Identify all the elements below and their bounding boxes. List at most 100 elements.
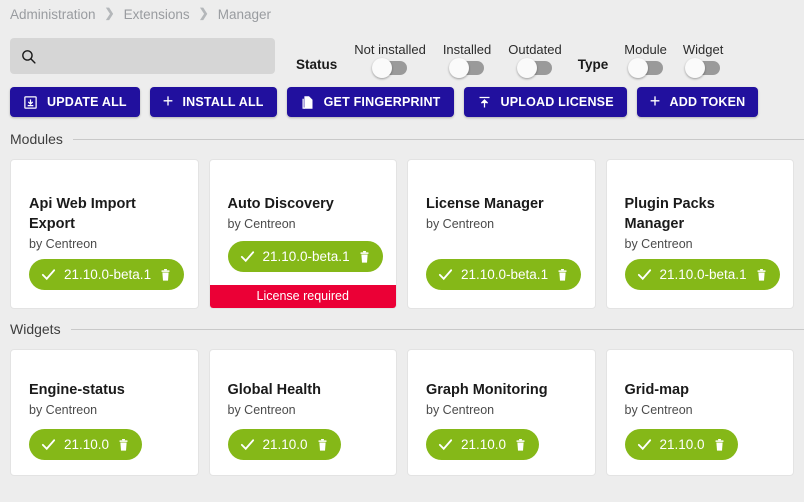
card-title: Api Web Import Export [29,196,136,232]
extension-card-api-web-import-export[interactable]: Api Web Import Export by Centreon 21.10.… [10,159,199,309]
divider [72,138,804,140]
filter-bar: Status Not installed Installed Outdated … [0,28,804,78]
trash-icon[interactable] [315,437,330,453]
breadcrumb-item-manager[interactable]: Manager [217,6,272,22]
filter-toggle-installed[interactable]: Installed [443,43,491,78]
filter-toggle-module-label: Module [624,42,667,57]
type-filter-label: Type [577,57,609,72]
card-title: Graph Monitoring [426,382,548,398]
filter-toggle-module[interactable]: Module [624,43,667,78]
search-field[interactable] [10,38,275,74]
filter-toggle-not-installed[interactable]: Not installed [354,43,426,78]
toggle-switch-installed[interactable] [449,58,485,78]
section-widgets-header: Widgets [0,317,804,341]
trash-icon[interactable] [712,437,727,453]
toggle-switch-module[interactable] [627,58,663,78]
upload-icon [477,95,492,110]
installed-version-pill[interactable]: 21.10.0 [29,429,143,460]
installed-version-pill[interactable]: 21.10.0 [227,429,341,460]
check-icon [636,436,653,453]
check-icon [239,248,256,265]
get-fingerprint-button[interactable]: GET FINGERPRINT [286,87,454,117]
license-required-banner: License required [209,284,396,308]
extension-card-global-health[interactable]: Global Health by Centreon 21.10.0 [208,349,397,476]
upload-license-button[interactable]: UPLOAD LICENSE [463,87,627,117]
filter-toggle-widget[interactable]: Widget [683,43,723,78]
check-icon [40,266,57,283]
search-input[interactable] [45,47,265,65]
update-all-button[interactable]: UPDATE ALL [10,87,140,117]
trash-icon[interactable] [555,267,570,283]
check-icon [437,436,454,453]
trash-icon[interactable] [116,437,131,453]
toggle-switch-widget[interactable] [685,58,721,78]
add-token-button-label: ADD TOKEN [669,95,746,109]
check-icon [636,266,653,283]
toggle-knob [449,58,470,78]
upload-license-button-label: UPLOAD LICENSE [500,95,614,109]
trash-icon[interactable] [513,437,528,453]
update-all-button-label: UPDATE ALL [47,95,127,109]
extension-card-license-manager[interactable]: License Manager by Centreon 21.10.0-beta… [407,159,596,309]
extension-card-grid-map[interactable]: Grid-map by Centreon 21.10.0 [605,349,794,476]
version-label: 21.10.0-beta.1 [461,266,549,282]
section-modules-title: Modules [10,131,63,147]
installed-version-pill[interactable]: 21.10.0-beta.1 [227,241,383,272]
card-author: by Centreon [624,237,693,251]
extension-card-plugin-packs-manager[interactable]: Plugin Packs Manager by Centreon 21.10.0… [605,159,794,309]
toggle-knob [372,58,393,78]
card-author: by Centreon [29,237,98,251]
check-icon [40,436,57,453]
install-all-button[interactable]: + INSTALL ALL [149,87,277,117]
action-button-bar: UPDATE ALL + INSTALL ALL GET FINGERPRINT… [0,78,804,127]
version-label: 21.10.0-beta.1 [262,248,350,264]
installed-version-pill[interactable]: 21.10.0 [426,429,540,460]
chevron-right-icon: ❯ [198,6,209,20]
card-author: by Centreon [29,403,98,417]
trash-icon[interactable] [158,267,173,283]
filter-toggle-outdated-label: Outdated [508,42,562,57]
version-label: 21.10.0 [64,436,110,452]
add-token-button[interactable]: + ADD TOKEN [636,87,759,117]
version-label: 21.10.0 [461,436,507,452]
card-author: by Centreon [426,217,495,231]
filter-toggle-not-installed-label: Not installed [354,42,426,57]
extension-card-auto-discovery[interactable]: Auto Discovery by Centreon 21.10.0-beta.… [208,159,397,309]
card-title: Auto Discovery [227,196,334,212]
card-author: by Centreon [624,403,693,417]
divider [70,328,804,330]
version-label: 21.10.0 [262,436,308,452]
card-title: Global Health [227,382,321,398]
installed-version-pill[interactable]: 21.10.0-beta.1 [624,259,780,290]
installed-version-pill[interactable]: 21.10.0-beta.1 [426,259,582,290]
extension-card-graph-monitoring[interactable]: Graph Monitoring by Centreon 21.10.0 [407,349,596,476]
card-title: License Manager [426,196,544,212]
breadcrumb-item-administration[interactable]: Administration [10,6,96,22]
breadcrumb-item-extensions[interactable]: Extensions [123,6,190,22]
section-modules: Modules Api Web Import Export by Centreo… [0,127,804,309]
widgets-card-grid: Engine-status by Centreon 21.10.0 Global… [0,341,804,476]
installed-version-pill[interactable]: 21.10.0 [624,429,738,460]
filter-toggle-widget-label: Widget [682,42,724,57]
toggle-switch-not-installed[interactable] [372,58,408,78]
filter-toggle-installed-label: Installed [442,42,492,57]
toggle-knob [627,58,648,78]
check-icon [239,436,256,453]
version-label: 21.10.0-beta.1 [659,266,747,282]
card-title: Engine-status [29,382,125,398]
section-widgets: Widgets Engine-status by Centreon 21.10.… [0,317,804,476]
get-fingerprint-button-label: GET FINGERPRINT [323,95,441,109]
toggle-switch-outdated[interactable] [516,58,552,78]
filter-toggle-outdated[interactable]: Outdated [508,43,562,78]
installed-version-pill[interactable]: 21.10.0-beta.1 [29,259,185,290]
extension-card-engine-status[interactable]: Engine-status by Centreon 21.10.0 [10,349,199,476]
card-title: Grid-map [624,382,689,398]
card-author: by Centreon [227,403,296,417]
section-widgets-title: Widgets [10,321,61,337]
section-modules-header: Modules [0,127,804,151]
copy-icon [300,95,315,110]
trash-icon[interactable] [357,249,372,265]
install-all-button-label: INSTALL ALL [182,95,264,109]
card-title: Plugin Packs Manager [624,196,715,232]
trash-icon[interactable] [754,267,769,283]
